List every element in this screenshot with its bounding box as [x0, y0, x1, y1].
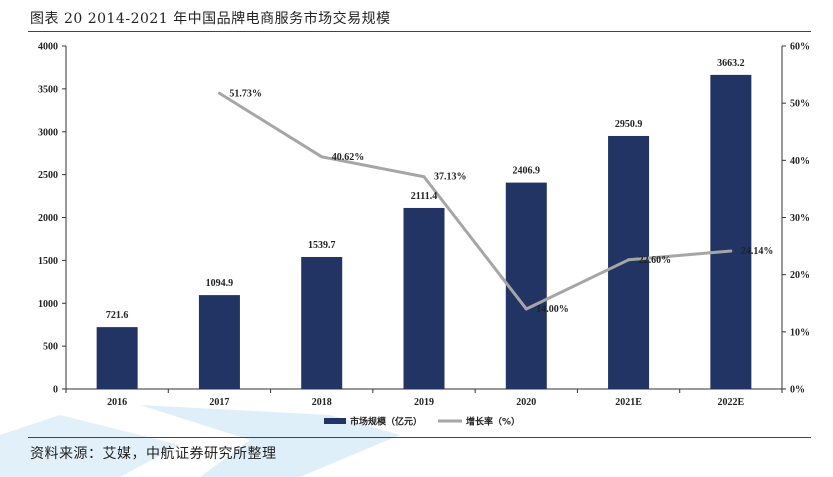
- right-tick-label: 10%: [790, 327, 810, 338]
- bars: [96, 74, 752, 389]
- figure-title: 图表 20 2014-2021 年中国品牌电商服务市场交易规模: [30, 11, 391, 27]
- x-tick-label: 2017: [209, 397, 229, 408]
- left-tick-label: 4000: [38, 42, 58, 53]
- bar-value-label: 1094.9: [206, 278, 234, 289]
- growth-value-label: 24.14%: [741, 246, 774, 257]
- right-tick-label: 60%: [790, 42, 810, 53]
- x-tick-label: 2019: [414, 397, 434, 408]
- x-tick-label: 2021E: [615, 397, 642, 408]
- right-tick-label: 20%: [790, 270, 810, 281]
- x-tick-label: 2022E: [718, 397, 745, 408]
- growth-line-path: [218, 92, 731, 311]
- left-tick-label: 0: [53, 385, 58, 396]
- right-tick-label: 0%: [790, 385, 805, 396]
- legend-bar-swatch: [324, 418, 346, 424]
- bar-value-label: 2406.9: [513, 166, 541, 177]
- bar-value-label: 2950.9: [615, 119, 643, 130]
- top-rule: [28, 31, 811, 32]
- bar: [403, 207, 445, 389]
- growth-point: [729, 249, 733, 253]
- growth-value-label: 14.00%: [536, 304, 569, 315]
- x-tick-label: 2016: [107, 397, 127, 408]
- x-tick-label: 2020: [516, 397, 536, 408]
- left-tick-label: 3500: [38, 84, 58, 95]
- legend: 市场规模（亿元） 增长率（%）: [324, 416, 520, 428]
- left-tick-label: 3000: [38, 127, 58, 138]
- right-tick-label: 50%: [790, 99, 810, 110]
- bar: [608, 135, 650, 389]
- bar-value-label: 721.6: [106, 310, 129, 321]
- growth-point: [217, 91, 221, 95]
- growth-value-label: 40.62%: [332, 152, 365, 163]
- left-tick-label: 2000: [38, 213, 58, 224]
- growth-point: [422, 175, 426, 179]
- left-tick-label: 1000: [38, 299, 58, 310]
- data-labels: 721.6 1094.9 1539.7 2111.4 2406.9 2950.9 3663.…: [106, 58, 773, 321]
- growth-line: [217, 91, 733, 311]
- left-tick-label: 2500: [38, 170, 58, 181]
- bar-value-label: 3663.2: [717, 58, 745, 69]
- growth-value-label: 51.73%: [229, 88, 262, 99]
- growth-value-label: 37.13%: [434, 172, 467, 183]
- bar: [198, 295, 240, 389]
- legend-line-label: 增长率（%）: [466, 416, 520, 428]
- bar-value-label: 2111.4: [411, 191, 437, 202]
- axes: 0 500 1000 1500 2000 2500 3000 3500 4000 0% 10% 20%…: [38, 42, 810, 409]
- growth-value-label: 22.60%: [639, 255, 672, 266]
- right-tick-label: 30%: [790, 213, 810, 224]
- bottom-rule: [28, 437, 811, 438]
- chart: 0 500 1000 1500 2000 2500 3000 3500 4000 0% 10% 20%…: [38, 42, 810, 428]
- legend-bar-label: 市场规模（亿元）: [350, 416, 422, 428]
- source-note: 资料来源：艾媒，中航证券研究所整理: [30, 446, 277, 462]
- bar: [301, 256, 343, 389]
- growth-point: [524, 307, 528, 311]
- x-tick-label: 2018: [312, 397, 332, 408]
- right-tick-label: 40%: [790, 156, 810, 167]
- growth-point: [627, 258, 631, 262]
- bar: [710, 74, 752, 389]
- bar-value-label: 1539.7: [308, 240, 336, 251]
- bar: [505, 182, 547, 389]
- growth-point: [320, 155, 324, 159]
- left-tick-label: 500: [43, 342, 58, 353]
- left-tick-label: 1500: [38, 256, 58, 267]
- bar: [96, 327, 138, 389]
